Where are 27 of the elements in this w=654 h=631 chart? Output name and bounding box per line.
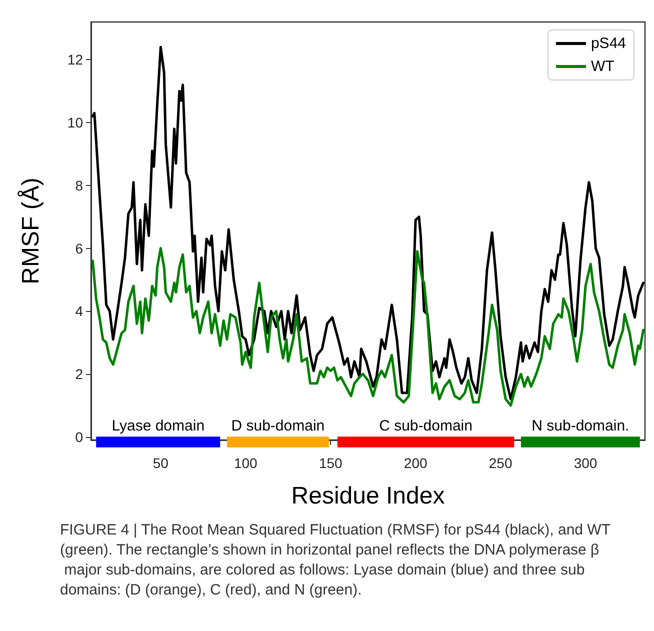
series-label: N sub-domain.	[532, 418, 630, 435]
bar	[96, 436, 220, 448]
legend-label: WT	[590, 58, 614, 75]
y-tick-label: 2	[75, 366, 84, 382]
y-axis-title: RMSF (Å)	[18, 178, 44, 284]
y-tick-label: 8	[75, 177, 84, 194]
bar	[520, 436, 640, 448]
x-tick-label: 250	[488, 455, 512, 471]
bar	[337, 436, 514, 448]
series-label: C sub-domain	[379, 418, 472, 435]
y-tick-label: 10	[67, 114, 84, 131]
caption: FIGURE 4 | The Root Mean Squared Fluctuation (RMSF) for pS44 (black), and WT (green). The rectangle’s shown in horizontal panel reflects the DNA polymerase β major sub-domains, are colored as follows: Lyase domain (blue) and three sub domains: (D (orange), C (red), and N (green).	[60, 522, 614, 598]
line-series	[91, 247, 645, 407]
bar	[226, 436, 329, 448]
x-tick-label: 100	[234, 455, 258, 471]
x-axis-title: Residue Index	[291, 482, 445, 510]
x-tick-label: 200	[404, 455, 428, 471]
x-tick-label: 150	[318, 455, 343, 471]
series-label: Lyase domain	[112, 418, 205, 435]
x-tick-label: 300	[574, 455, 598, 471]
legend-label: pS44	[590, 35, 626, 52]
x-tick-label: 50	[152, 455, 169, 471]
y-tick-label: 4	[75, 303, 84, 320]
series-label: D sub-domain	[231, 418, 325, 435]
y-tick-label: 12	[67, 52, 84, 68]
y-tick-label: 0	[75, 428, 84, 445]
y-tick-label: 6	[75, 240, 84, 256]
